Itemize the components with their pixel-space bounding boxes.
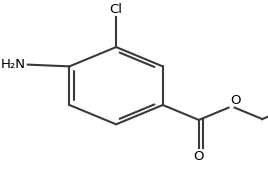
Text: O: O bbox=[230, 94, 240, 107]
Text: Cl: Cl bbox=[110, 3, 123, 16]
Text: H₂N: H₂N bbox=[0, 58, 25, 71]
Text: O: O bbox=[193, 150, 204, 163]
